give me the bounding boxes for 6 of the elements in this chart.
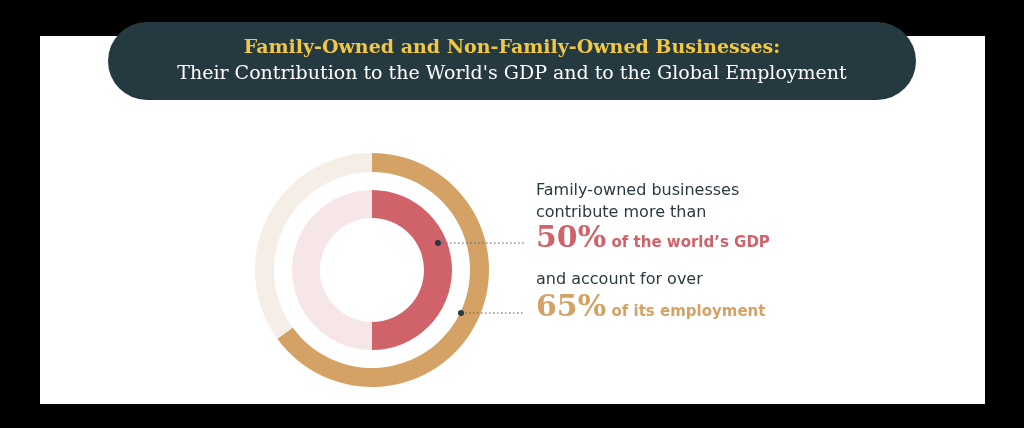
text: and account for over	[536, 268, 703, 290]
chart-title: Family-Owned and Non-Family-Owned Businesses:	[243, 35, 781, 57]
text: of its employment	[610, 302, 766, 320]
data-label: 65%	[536, 288, 607, 323]
text: of the world’s GDP	[610, 233, 770, 251]
chart-subtitle: Their Contribution to the World's GDP and to the Global Employment	[177, 61, 847, 83]
